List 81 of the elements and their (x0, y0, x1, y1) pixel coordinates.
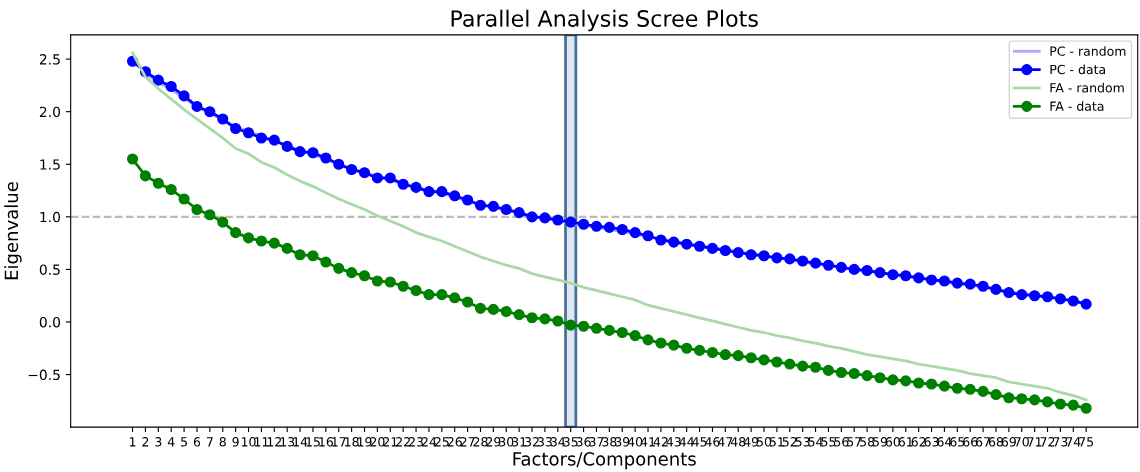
x-tick-label: 36 (576, 437, 591, 447)
x-tick-label: 9 (232, 437, 239, 447)
x-tick-label: 27 (460, 437, 475, 447)
x-tick-label: 16 (319, 437, 334, 447)
x-tick-label: 69 (1001, 437, 1016, 447)
x-tick-label: 55 (821, 437, 836, 447)
x-tick-label: 28 (473, 437, 488, 447)
x-tick-label: 51 (769, 437, 784, 447)
x-tick-label: 34 (550, 437, 566, 447)
x-tick-label: 47 (718, 437, 733, 447)
x-tick-label: 63 (924, 437, 939, 447)
x-tick-label: 7 (206, 437, 213, 447)
y-tick-label: 0.5 (39, 264, 60, 275)
y-tick-label: −0.5 (28, 369, 60, 381)
x-tick-label: 24 (421, 437, 437, 447)
x-tick-label: 2 (142, 437, 149, 447)
x-tick-label: 14 (293, 437, 308, 447)
x-tick-label: 62 (911, 437, 926, 447)
x-tick-label: 32 (525, 437, 539, 447)
legend-label: PC - data (1050, 64, 1106, 75)
legend-label: FA - random (1050, 82, 1124, 93)
x-tick-label: 54 (808, 437, 823, 447)
y-tick-label: 0.0 (39, 316, 61, 328)
x-tick-label: 67 (976, 437, 990, 447)
x-tick-label: 18 (345, 437, 359, 447)
x-tick-label: 56 (834, 437, 849, 447)
x-tick-label: 66 (963, 437, 978, 447)
x-tick-label: 50 (757, 437, 772, 447)
x-tick-label: 19 (357, 437, 372, 447)
x-tick-label: 64 (937, 437, 952, 447)
x-tick-label: 4 (167, 437, 175, 447)
y-tick-label: 2.5 (39, 54, 60, 65)
x-tick-label: 58 (860, 437, 875, 447)
x-tick-label: 52 (782, 437, 797, 447)
x-tick-label: 21 (383, 437, 398, 447)
x-tick-label: 29 (486, 437, 501, 447)
legend-label: FA - data (1050, 101, 1104, 111)
x-tick-label: 15 (306, 437, 320, 447)
chart-title: Parallel Analysis Scree Plots (451, 9, 758, 32)
x-tick-label: 11 (254, 437, 269, 447)
y-tick-label: 1.5 (40, 159, 60, 170)
x-tick-label: 35 (563, 437, 578, 447)
y-tick-label: 2.0 (39, 106, 61, 118)
x-tick-label: 30 (499, 437, 514, 447)
x-tick-label: 38 (602, 437, 617, 447)
x-tick-label: 17 (332, 437, 346, 447)
x-tick-label: 23 (409, 437, 423, 447)
x-tick-label: 45 (692, 437, 707, 447)
x-tick-label: 61 (898, 437, 913, 447)
x-tick-label: 37 (589, 437, 604, 447)
x-tick-label: 1 (129, 437, 136, 447)
x-tick-label: 13 (280, 437, 295, 447)
x-tick-label: 43 (666, 437, 681, 447)
y-axis-title: Eigenvalue (4, 182, 22, 280)
x-tick-label: 53 (795, 437, 810, 447)
x-tick-label: 3 (155, 437, 162, 447)
x-tick-label: 57 (847, 437, 862, 447)
x-tick-label: 75 (1079, 437, 1094, 447)
x-tick-label: 26 (447, 437, 462, 447)
x-tick-label: 22 (396, 437, 410, 447)
x-tick-label: 46 (705, 437, 720, 447)
x-tick-label: 72 (1040, 437, 1055, 447)
x-tick-label: 44 (679, 437, 694, 447)
x-axis-title: Factors/Components (513, 452, 696, 470)
x-tick-label: 73 (1053, 437, 1068, 447)
x-tick-label: 12 (267, 437, 281, 447)
x-tick-label: 42 (653, 437, 668, 447)
x-tick-label: 8 (219, 437, 226, 447)
x-tick-label: 20 (370, 437, 385, 447)
y-tick-label: 1.0 (40, 211, 61, 223)
x-tick-label: 71 (1027, 437, 1042, 447)
x-tick-label: 70 (1014, 437, 1029, 447)
legend-label: PC - random (1050, 46, 1126, 56)
x-tick-label: 31 (512, 437, 526, 447)
x-tick-label: 65 (950, 437, 965, 447)
x-tick-label: 10 (241, 437, 256, 447)
x-tick-label: 5 (181, 437, 187, 447)
x-tick-label: 33 (537, 437, 552, 447)
x-tick-label: 74 (1066, 437, 1081, 447)
x-tick-label: 25 (434, 437, 449, 447)
x-tick-label: 6 (193, 437, 201, 447)
